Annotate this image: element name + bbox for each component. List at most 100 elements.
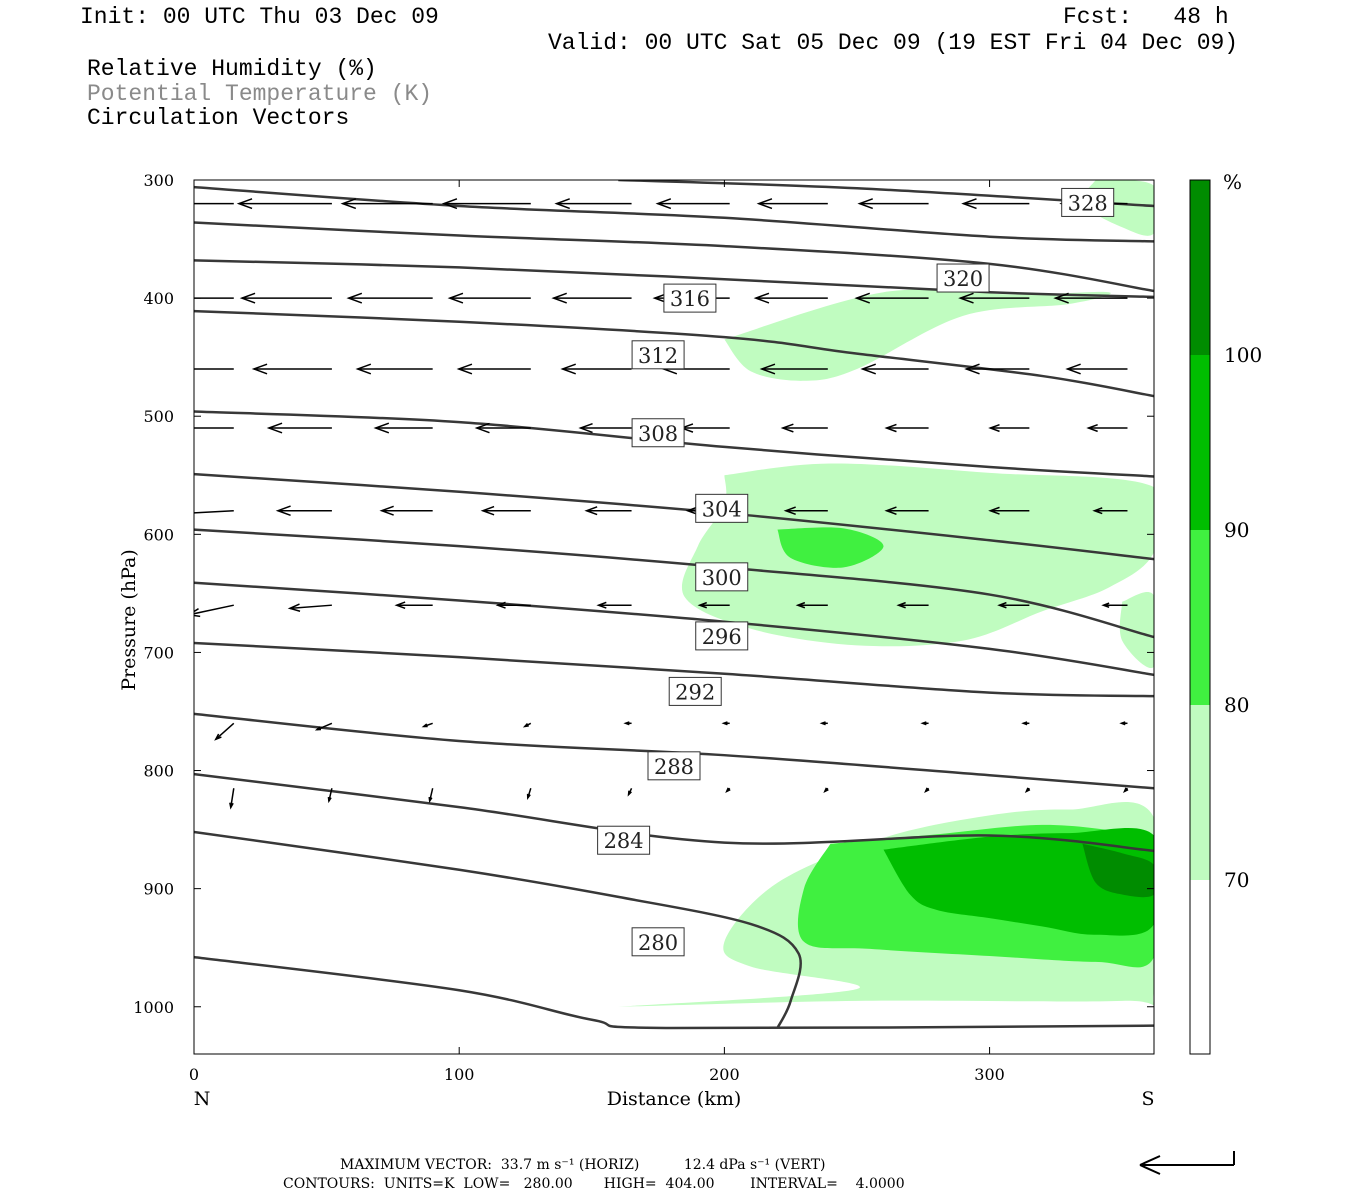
x-tick-label: 200 xyxy=(709,1065,740,1084)
circulation-vector xyxy=(1086,423,1128,433)
circulation-vector xyxy=(1119,721,1128,726)
contour-label: 328 xyxy=(1068,191,1108,215)
contour-label: 284 xyxy=(604,829,644,853)
rh-region-100 xyxy=(1082,843,1154,898)
theta-contour xyxy=(194,641,1154,698)
colorbar-label: 80 xyxy=(1224,693,1249,717)
contour-label: 308 xyxy=(638,422,678,446)
circulation-vector xyxy=(266,422,332,434)
circulation-vector xyxy=(551,292,632,304)
circulation-vector xyxy=(194,427,234,429)
contour-label-box xyxy=(597,825,651,855)
circulation-vector xyxy=(854,292,929,304)
theta-contour xyxy=(194,259,1154,299)
plot-frame xyxy=(193,179,1155,1055)
circulation-vector xyxy=(236,198,332,210)
circulation-vector xyxy=(275,505,332,517)
rh-region-70 xyxy=(682,463,1154,647)
contour-label-box xyxy=(1061,187,1115,217)
vector-layer xyxy=(194,198,1129,810)
x-tick-label: 0 xyxy=(189,1065,199,1084)
contour-label-box xyxy=(663,283,717,313)
circulation-vector xyxy=(327,788,333,804)
circulation-vector xyxy=(1092,507,1128,515)
colorbar-segment xyxy=(1190,705,1210,880)
circulation-vector xyxy=(229,788,235,810)
x-tick-label: 100 xyxy=(444,1065,475,1084)
y-tick-label: 700 xyxy=(143,643,174,662)
circulation-vector xyxy=(697,601,730,609)
y-tick-label: 400 xyxy=(143,289,174,308)
theta-contour xyxy=(194,309,1154,398)
circulation-vector xyxy=(373,422,433,434)
valid-time: Valid: 00 UTC Sat 05 Dec 09 (19 EST Fri … xyxy=(548,30,1239,56)
circulation-vector xyxy=(474,422,531,434)
circulation-vector xyxy=(194,297,234,299)
circulation-vector xyxy=(355,363,433,375)
x-tick-label: 300 xyxy=(974,1065,1005,1084)
x-axis-title: Distance (km) xyxy=(607,1088,742,1110)
circulation-vector xyxy=(860,363,929,375)
contour-label: 320 xyxy=(943,267,983,291)
y-tick-label: 1000 xyxy=(133,998,174,1017)
circulation-vector xyxy=(920,721,929,726)
circulation-vector xyxy=(780,423,828,433)
circulation-vector xyxy=(961,198,1030,210)
circulation-vector xyxy=(194,604,234,618)
contour-label-box xyxy=(631,340,685,370)
contour-label: 292 xyxy=(675,680,715,704)
circulation-vector xyxy=(194,368,234,370)
circulation-vector xyxy=(1122,787,1129,794)
contour-label-box xyxy=(631,418,685,448)
circulation-vector xyxy=(988,423,1030,433)
theta-contour xyxy=(194,772,1154,853)
contour-label-box xyxy=(647,751,701,781)
circulation-vector xyxy=(958,292,1030,304)
contour-label: 288 xyxy=(654,755,694,779)
circulation-vector xyxy=(456,363,531,375)
contour-label-box xyxy=(695,562,749,592)
circulation-vector xyxy=(795,601,828,609)
circulation-vector xyxy=(522,722,532,728)
circulation-vector xyxy=(896,601,929,609)
theta-contour xyxy=(194,955,1154,1030)
contour-label-layer: 328 320 316 312 308 304 300 296 292 288 284 280 xyxy=(597,187,1115,957)
theta-contour xyxy=(194,185,1154,243)
contour-label: 280 xyxy=(638,931,678,955)
circulation-vector xyxy=(560,363,632,375)
circulation-vector xyxy=(756,198,828,210)
rh-region-70 xyxy=(1119,591,1154,669)
x-end-label-right: S xyxy=(1141,1088,1154,1110)
rh-region-80 xyxy=(777,527,884,568)
footer-contours: CONTOURS: UNITS=K LOW= 280.00 HIGH= 404.… xyxy=(283,1176,905,1192)
circulation-vector xyxy=(679,423,730,433)
circulation-vector xyxy=(194,202,234,205)
circulation-vector xyxy=(428,788,434,804)
circulation-vector xyxy=(526,788,532,800)
theta-contour xyxy=(194,830,802,1029)
circulation-vector xyxy=(480,505,531,516)
circulation-vector xyxy=(997,601,1030,609)
circulation-vector xyxy=(783,506,828,516)
circulation-vector xyxy=(1021,721,1030,726)
colorbar-frame xyxy=(1189,179,1211,1055)
x-end-label-left: N xyxy=(194,1088,211,1110)
y-tick-label: 900 xyxy=(143,880,174,899)
circulation-vector xyxy=(554,198,632,210)
circulation-vector xyxy=(1101,602,1128,608)
circulation-vector xyxy=(441,198,531,210)
colorbar-segment xyxy=(1190,180,1210,355)
contour-label: 300 xyxy=(702,566,742,590)
field-rh: Relative Humidity (%) xyxy=(87,56,377,82)
circulation-vector xyxy=(447,292,531,304)
colorbar-segment xyxy=(1190,880,1210,1054)
circulation-vector xyxy=(655,198,730,210)
circulation-vector xyxy=(627,787,633,797)
colorbar-unit: % xyxy=(1223,170,1242,194)
circulation-vector xyxy=(287,603,332,612)
circulation-vector xyxy=(421,722,433,728)
field-vectors: Circulation Vectors xyxy=(87,105,350,131)
circulation-vector xyxy=(759,363,828,375)
reference-vector-icon xyxy=(1139,1151,1235,1175)
